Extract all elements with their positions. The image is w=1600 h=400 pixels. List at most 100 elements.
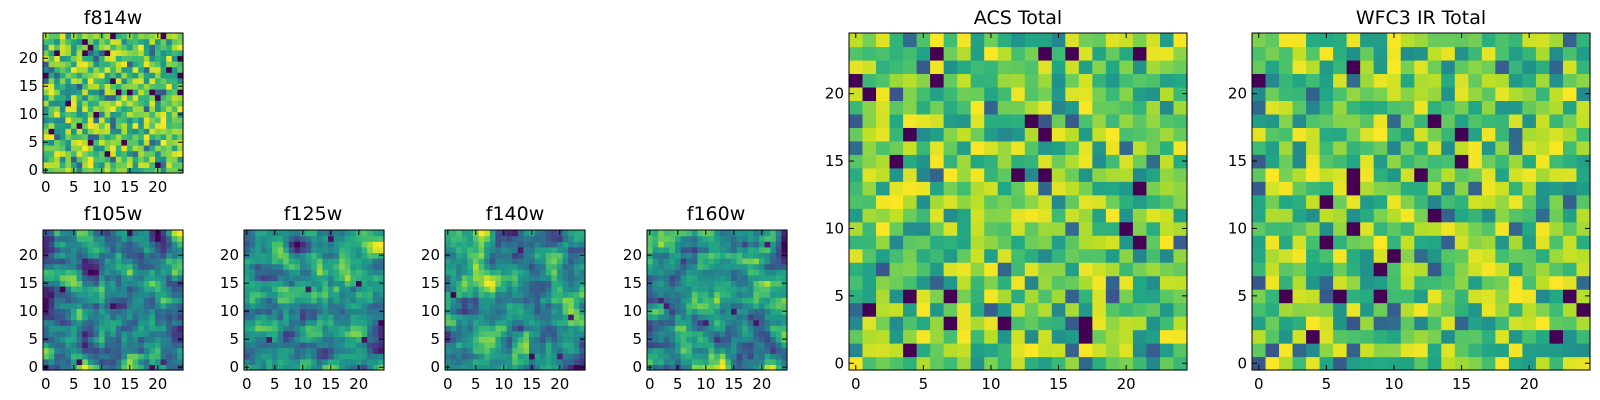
- heatmap-cell: [1414, 59, 1429, 75]
- heatmap-cell: [1400, 275, 1415, 290]
- heatmap-cell: [104, 258, 111, 265]
- heatmap-cell: [160, 105, 167, 112]
- heatmap-cell: [775, 364, 782, 371]
- heatmap-cell: [484, 291, 491, 298]
- heatmap-cell: [1159, 235, 1175, 250]
- heatmap-cell: [489, 319, 496, 326]
- heatmap-cell: [372, 308, 379, 315]
- heatmap-cell: [1387, 302, 1402, 317]
- heatmap-cell: [344, 319, 351, 326]
- heatmap-cell: [1427, 329, 1442, 344]
- heatmap-cell: [1373, 113, 1388, 128]
- heatmap-cell: [283, 274, 290, 281]
- heatmap-cell: [54, 77, 61, 84]
- heatmap-cell: [115, 94, 122, 101]
- heatmap-cell: [669, 274, 676, 281]
- heatmap-cell: [99, 241, 106, 248]
- heatmap-cell: [943, 59, 958, 75]
- heatmap-cell: [93, 358, 100, 365]
- heatmap-cell: [339, 246, 346, 253]
- heatmap-cell: [1279, 100, 1294, 115]
- heatmap-cell: [647, 241, 654, 248]
- heatmap-cell: [127, 61, 134, 68]
- heatmap-cell: [708, 230, 715, 237]
- heatmap-cell: [255, 286, 262, 293]
- heatmap-cell: [48, 44, 55, 51]
- heatmap-cell: [495, 252, 502, 259]
- heatmap-cell: [132, 314, 139, 321]
- heatmap-cell: [1468, 73, 1483, 88]
- heatmap-cell: [573, 230, 580, 237]
- heatmap-cell: [1119, 329, 1134, 344]
- heatmap-cell: [260, 342, 267, 349]
- heatmap-cell: [115, 286, 122, 293]
- heatmap-cell: [305, 330, 312, 337]
- heatmap-cell: [529, 258, 536, 265]
- heatmap-cell: [277, 258, 284, 265]
- heatmap-cell: [82, 235, 89, 242]
- heatmap-cell: [65, 38, 72, 45]
- heatmap-cell: [99, 100, 106, 107]
- heatmap-cell: [149, 263, 156, 270]
- heatmap-cell: [93, 269, 100, 276]
- heatmap-cell: [378, 274, 385, 281]
- heatmap-cell: [166, 167, 173, 174]
- heatmap-cell: [104, 111, 111, 118]
- heatmap-cell: [266, 241, 273, 248]
- heatmap-cell: [1173, 154, 1188, 169]
- heatmap-cell: [680, 319, 687, 326]
- heatmap-cell: [747, 263, 754, 270]
- heatmap-cell: [272, 342, 279, 349]
- heatmap-cell: [367, 280, 374, 287]
- heatmap-cell: [1333, 100, 1348, 115]
- heatmap-cell: [467, 246, 474, 253]
- heatmap-cell: [59, 38, 66, 45]
- heatmap-cell: [143, 241, 150, 248]
- heatmap-cell: [115, 258, 122, 265]
- heatmap-cell: [171, 330, 178, 337]
- heatmap-cell: [652, 358, 659, 365]
- heatmap-cell: [149, 72, 156, 79]
- heatmap-cell: [288, 274, 295, 281]
- heatmap-cell: [736, 319, 743, 326]
- heatmap-cell: [1306, 302, 1321, 317]
- heatmap-cell: [43, 89, 50, 96]
- heatmap-cell: [1265, 208, 1280, 223]
- heatmap-cell: [517, 258, 524, 265]
- heatmap-cell: [54, 347, 61, 354]
- heatmap-cell: [59, 105, 66, 112]
- heatmap-cell: [1441, 100, 1456, 115]
- heatmap-cell: [1535, 46, 1551, 61]
- heatmap-cell: [652, 319, 659, 326]
- heatmap-cell: [356, 347, 363, 354]
- heatmap-cell: [1522, 194, 1537, 209]
- heatmap-cell: [1159, 194, 1175, 209]
- heatmap-cell: [294, 336, 301, 343]
- heatmap-cell: [294, 291, 301, 298]
- heatmap-cell: [328, 246, 335, 253]
- heatmap-cell: [1292, 248, 1307, 263]
- heatmap-cell: [155, 336, 162, 343]
- heatmap-cell: [1065, 289, 1080, 304]
- heatmap-cell: [255, 263, 262, 270]
- heatmap-cell: [1414, 154, 1429, 169]
- heatmap-cell: [1319, 127, 1334, 142]
- heatmap-cell: [121, 117, 128, 124]
- heatmap-cell: [59, 145, 66, 152]
- heatmap-cell: [742, 364, 749, 371]
- heatmap-cell: [1549, 343, 1564, 358]
- heatmap-cell: [1011, 329, 1026, 344]
- heatmap-cell: [344, 325, 351, 332]
- heatmap-cell: [1481, 289, 1496, 304]
- heatmap-cell: [82, 66, 89, 73]
- heatmap-cell: [562, 269, 569, 276]
- heatmap-cell: [534, 246, 541, 253]
- heatmap-cell: [87, 269, 94, 276]
- heatmap-cell: [322, 342, 329, 349]
- heatmap-cell: [1549, 356, 1564, 371]
- heatmap-cell: [339, 314, 346, 321]
- heatmap-cell: [132, 263, 139, 270]
- heatmap-cell: [138, 117, 145, 124]
- heatmap-cell: [1387, 59, 1402, 75]
- heatmap-cell: [669, 258, 676, 265]
